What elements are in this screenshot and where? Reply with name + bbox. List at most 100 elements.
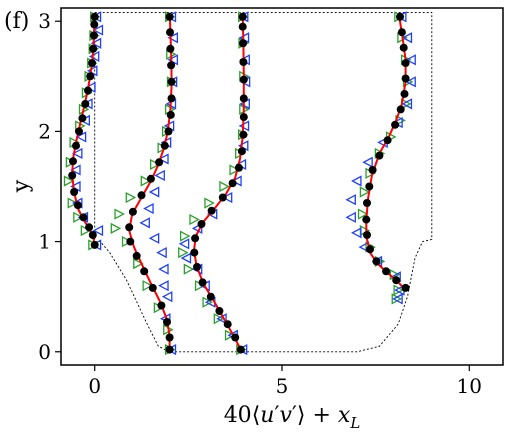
black-marker	[167, 61, 176, 70]
blue-marker	[345, 194, 356, 206]
green-marker	[73, 211, 84, 223]
blue-marker	[405, 54, 416, 66]
black-marker	[382, 267, 391, 276]
black-marker	[69, 157, 77, 166]
blue-marker	[148, 186, 160, 198]
green-marker	[63, 175, 75, 187]
blue-marker	[401, 98, 413, 110]
green-marker	[149, 158, 161, 171]
black-marker	[238, 12, 247, 21]
blue-marker	[238, 120, 250, 132]
green-marker	[179, 230, 191, 242]
profile-2	[178, 11, 251, 356]
black-marker	[391, 120, 400, 129]
black-marker	[84, 86, 92, 95]
geometry-outline	[94, 11, 433, 353]
black-marker	[132, 251, 141, 260]
black-marker	[79, 213, 88, 222]
black-marker	[193, 262, 201, 271]
blue-marker	[75, 131, 87, 143]
blue-marker	[221, 191, 233, 204]
black-marker	[90, 12, 99, 21]
blue-marker	[178, 238, 190, 250]
black-marker	[155, 158, 164, 167]
axes-frame	[60, 7, 504, 366]
black-marker	[239, 94, 248, 103]
black-marker	[397, 28, 406, 37]
blue-marker	[167, 32, 179, 44]
black-marker	[239, 39, 247, 48]
black-marker	[400, 89, 409, 98]
black-marker	[372, 257, 381, 266]
blue-marker	[161, 291, 173, 303]
blue-marker	[92, 224, 104, 237]
green-marker	[189, 213, 200, 226]
black-marker	[146, 174, 155, 183]
blue-marker	[143, 202, 154, 215]
green-marker	[213, 313, 225, 325]
blue-marker	[362, 156, 373, 168]
black-marker	[237, 147, 246, 156]
x-tick-label: 5	[276, 374, 289, 398]
profile-1	[110, 11, 179, 356]
black-marker	[401, 59, 410, 68]
black-marker	[191, 234, 200, 243]
black-marker	[401, 283, 410, 292]
black-marker	[166, 110, 175, 119]
green-marker	[219, 180, 230, 193]
y-tick-label: 2	[38, 119, 51, 143]
black-marker	[239, 130, 248, 139]
black-marker	[78, 114, 87, 123]
green-marker	[125, 191, 137, 204]
blue-marker	[158, 280, 169, 292]
blue-marker	[90, 37, 102, 49]
blue-marker	[392, 293, 403, 305]
black-marker	[215, 307, 224, 315]
black-marker	[128, 207, 137, 216]
black-marker	[90, 31, 98, 40]
green-marker	[178, 247, 189, 259]
black-marker	[228, 179, 237, 188]
black-marker	[165, 12, 174, 21]
black-marker	[239, 113, 248, 122]
green-marker	[202, 296, 213, 308]
black-marker	[236, 345, 245, 354]
green-marker	[121, 236, 133, 248]
green-marker	[204, 197, 215, 209]
x-axis-label: 40⟨u′v′⟩ + xL	[224, 403, 361, 432]
black-marker	[165, 345, 174, 354]
black-marker	[234, 163, 243, 172]
blue-marker	[351, 175, 362, 187]
blue-marker	[180, 252, 192, 264]
blue-marker	[158, 153, 169, 165]
black-marker	[239, 58, 248, 66]
blue-marker	[71, 147, 83, 160]
black-marker	[396, 12, 404, 21]
black-marker	[167, 77, 176, 86]
green-marker	[357, 208, 369, 220]
blue-marker	[345, 211, 356, 223]
green-marker	[140, 175, 152, 187]
green-marker	[110, 222, 122, 234]
black-marker	[362, 215, 371, 224]
black-marker	[90, 240, 99, 249]
red-line	[365, 15, 407, 289]
black-marker	[239, 75, 248, 84]
black-marker	[165, 333, 174, 342]
black-marker	[198, 278, 207, 287]
blue-marker	[139, 217, 150, 229]
black-marker	[218, 193, 227, 202]
blue-marker	[191, 222, 203, 234]
black-marker	[73, 201, 82, 210]
black-marker	[197, 220, 206, 228]
plot-area	[63, 11, 433, 356]
blue-marker	[158, 263, 169, 275]
green-marker	[183, 263, 195, 275]
black-marker	[206, 292, 215, 301]
y-axis: 0 1 2 3	[38, 9, 61, 364]
blue-marker	[92, 24, 104, 36]
blue-marker	[86, 65, 98, 77]
y-axis-label: y	[9, 179, 34, 193]
blue-marker	[401, 32, 413, 44]
green-marker	[67, 197, 79, 209]
